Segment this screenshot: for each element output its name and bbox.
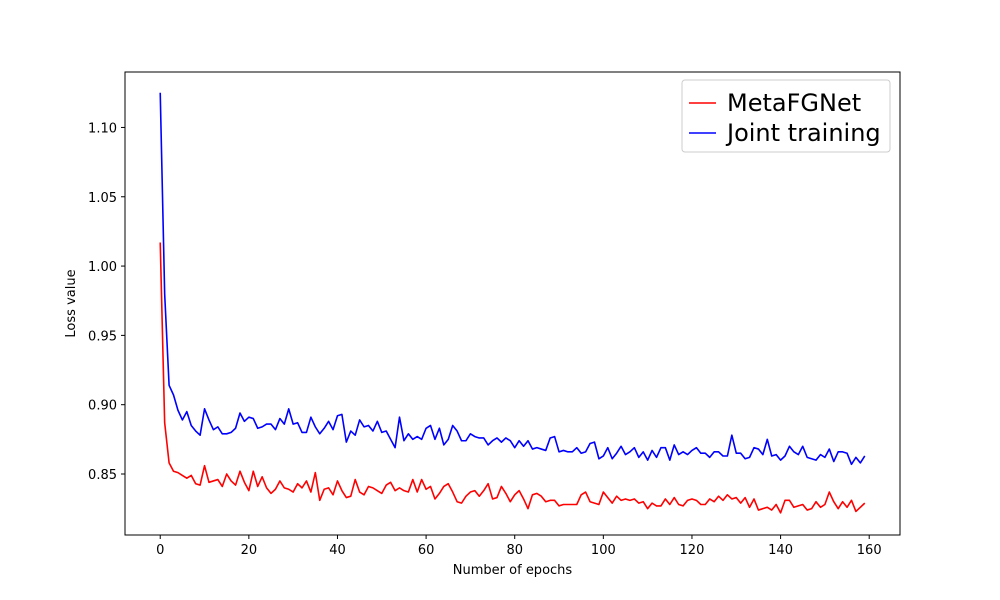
x-tick-label: 60 [418, 543, 435, 558]
series-line [159, 242, 866, 514]
y-tick-label: 0.85 [88, 468, 117, 483]
y-tick-label: 0.90 [88, 399, 117, 414]
legend-box [681, 79, 891, 153]
x-tick-label: 0 [156, 543, 164, 558]
x-tick-label: 120 [680, 543, 705, 558]
x-tick-label: 160 [857, 543, 882, 558]
x-axis-label: Number of epochs [453, 563, 573, 578]
axes-frame [124, 71, 901, 536]
x-tick-label: 80 [506, 543, 523, 558]
y-tick-label: 1.05 [88, 191, 117, 206]
y-tick-label: 0.95 [88, 329, 117, 344]
y-tick-label: 1.00 [88, 260, 117, 275]
y-tick-label: 1.10 [88, 121, 117, 136]
x-tick-label: 20 [241, 543, 258, 558]
series-line [159, 92, 866, 466]
x-tick-label: 140 [768, 543, 793, 558]
x-tick-label: 100 [591, 543, 616, 558]
legend-label: MetaFGNet [727, 89, 861, 117]
y-axis-label: Loss value [64, 269, 79, 337]
x-tick-label: 40 [329, 543, 346, 558]
legend-label: Joint training [725, 119, 881, 147]
